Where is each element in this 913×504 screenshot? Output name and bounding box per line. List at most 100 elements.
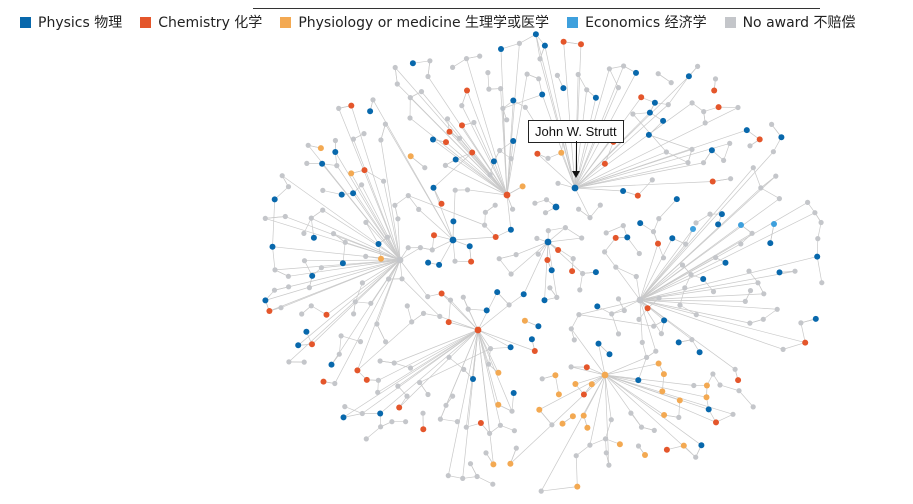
graph-node-chemistry[interactable] bbox=[361, 167, 368, 174]
graph-node-none[interactable] bbox=[482, 209, 488, 215]
graph-node-physics[interactable] bbox=[483, 307, 490, 314]
graph-node-none[interactable] bbox=[701, 109, 707, 115]
graph-node-none[interactable] bbox=[391, 360, 397, 366]
graph-node-none[interactable] bbox=[732, 366, 738, 372]
graph-node-physics[interactable] bbox=[814, 253, 821, 260]
graph-node-none[interactable] bbox=[437, 416, 443, 422]
graph-node-none[interactable] bbox=[700, 160, 707, 166]
graph-node-none[interactable] bbox=[554, 72, 561, 78]
graph-node-none[interactable] bbox=[676, 414, 682, 420]
graph-node-none[interactable] bbox=[749, 230, 755, 236]
graph-node-none[interactable] bbox=[606, 462, 612, 468]
graph-node-none[interactable] bbox=[509, 408, 515, 414]
graph-node-chemistry[interactable] bbox=[320, 378, 327, 385]
graph-node-physics[interactable] bbox=[548, 267, 555, 274]
graph-node-none[interactable] bbox=[508, 156, 514, 162]
graph-node-physics[interactable] bbox=[552, 203, 560, 211]
graph-node-none[interactable] bbox=[636, 250, 642, 257]
graph-node-none[interactable] bbox=[482, 222, 488, 228]
graph-node-none[interactable] bbox=[404, 303, 410, 309]
graph-node-none[interactable] bbox=[342, 404, 348, 410]
graph-node-physics[interactable] bbox=[498, 46, 504, 52]
graph-node-none[interactable] bbox=[299, 311, 305, 317]
graph-node-none[interactable] bbox=[272, 267, 278, 273]
graph-node-medicine[interactable] bbox=[659, 388, 666, 395]
graph-node-none[interactable] bbox=[357, 339, 364, 345]
graph-node-none[interactable] bbox=[350, 136, 356, 142]
graph-node-chemistry[interactable] bbox=[492, 234, 499, 240]
graph-node-none[interactable] bbox=[636, 296, 644, 304]
graph-node-none[interactable] bbox=[467, 461, 474, 467]
graph-node-none[interactable] bbox=[334, 163, 340, 169]
graph-node-chemistry[interactable] bbox=[655, 240, 661, 247]
graph-node-none[interactable] bbox=[301, 258, 308, 264]
graph-node-medicine[interactable] bbox=[580, 412, 587, 419]
graph-node-physics[interactable] bbox=[436, 261, 443, 268]
graph-node-none[interactable] bbox=[407, 115, 413, 121]
graph-node-none[interactable] bbox=[587, 215, 593, 221]
graph-node-economics[interactable] bbox=[690, 226, 696, 232]
graph-node-physics[interactable] bbox=[409, 60, 416, 67]
graph-node-physics[interactable] bbox=[718, 211, 725, 218]
graph-node-physics[interactable] bbox=[645, 131, 652, 138]
graph-node-economics[interactable] bbox=[771, 221, 777, 227]
graph-node-physics[interactable] bbox=[660, 117, 667, 124]
graph-node-none[interactable] bbox=[378, 137, 384, 143]
graph-node-medicine[interactable] bbox=[407, 153, 414, 160]
graph-node-physics[interactable] bbox=[635, 377, 642, 384]
graph-node-chemistry[interactable] bbox=[474, 326, 482, 334]
graph-node-medicine[interactable] bbox=[569, 413, 576, 420]
graph-node-none[interactable] bbox=[486, 361, 492, 367]
graph-node-none[interactable] bbox=[516, 40, 523, 47]
graph-node-physics[interactable] bbox=[310, 234, 317, 241]
graph-node-medicine[interactable] bbox=[680, 442, 687, 449]
graph-node-none[interactable] bbox=[497, 422, 503, 428]
graph-node-none[interactable] bbox=[389, 419, 395, 425]
graph-node-none[interactable] bbox=[651, 427, 657, 433]
graph-node-medicine[interactable] bbox=[495, 401, 502, 408]
graph-node-none[interactable] bbox=[351, 311, 357, 317]
graph-node-none[interactable] bbox=[818, 219, 824, 226]
graph-node-physics[interactable] bbox=[328, 361, 335, 368]
graph-node-none[interactable] bbox=[452, 258, 458, 264]
graph-node-none[interactable] bbox=[580, 270, 586, 277]
graph-node-none[interactable] bbox=[386, 276, 392, 282]
graph-node-none[interactable] bbox=[603, 450, 609, 456]
graph-node-none[interactable] bbox=[656, 216, 662, 222]
graph-node-none[interactable] bbox=[727, 140, 733, 146]
graph-node-physics[interactable] bbox=[262, 297, 269, 304]
graph-node-none[interactable] bbox=[651, 323, 657, 329]
graph-node-none[interactable] bbox=[575, 71, 581, 78]
graph-node-physics[interactable] bbox=[490, 158, 497, 165]
graph-node-none[interactable] bbox=[375, 389, 381, 395]
graph-node-none[interactable] bbox=[689, 337, 695, 343]
graph-node-none[interactable] bbox=[463, 424, 469, 430]
graph-node-none[interactable] bbox=[500, 105, 506, 111]
graph-node-none[interactable] bbox=[395, 216, 401, 222]
graph-node-physics[interactable] bbox=[340, 414, 347, 421]
graph-node-none[interactable] bbox=[427, 58, 433, 64]
graph-node-medicine[interactable] bbox=[507, 460, 514, 467]
graph-node-physics[interactable] bbox=[375, 241, 382, 247]
graph-node-none[interactable] bbox=[487, 430, 493, 436]
graph-node-medicine[interactable] bbox=[555, 391, 562, 398]
graph-node-none[interactable] bbox=[359, 182, 365, 188]
graph-node-none[interactable] bbox=[542, 210, 549, 216]
graph-node-physics[interactable] bbox=[507, 344, 514, 351]
graph-node-none[interactable] bbox=[304, 160, 310, 166]
graph-node-none[interactable] bbox=[571, 337, 577, 343]
graph-node-none[interactable] bbox=[758, 185, 764, 191]
graph-node-physics[interactable] bbox=[309, 272, 316, 279]
graph-node-none[interactable] bbox=[443, 402, 449, 408]
graph-node-none[interactable] bbox=[650, 229, 657, 235]
graph-node-none[interactable] bbox=[336, 351, 342, 357]
graph-node-chemistry[interactable] bbox=[464, 87, 470, 94]
graph-node-chemistry[interactable] bbox=[459, 122, 465, 129]
graph-node-none[interactable] bbox=[738, 241, 744, 247]
graph-node-physics[interactable] bbox=[571, 184, 579, 192]
graph-node-none[interactable] bbox=[332, 380, 338, 387]
graph-node-none[interactable] bbox=[445, 473, 451, 479]
graph-node-medicine[interactable] bbox=[574, 483, 581, 490]
graph-node-physics[interactable] bbox=[269, 243, 276, 250]
graph-node-none[interactable] bbox=[368, 300, 374, 306]
